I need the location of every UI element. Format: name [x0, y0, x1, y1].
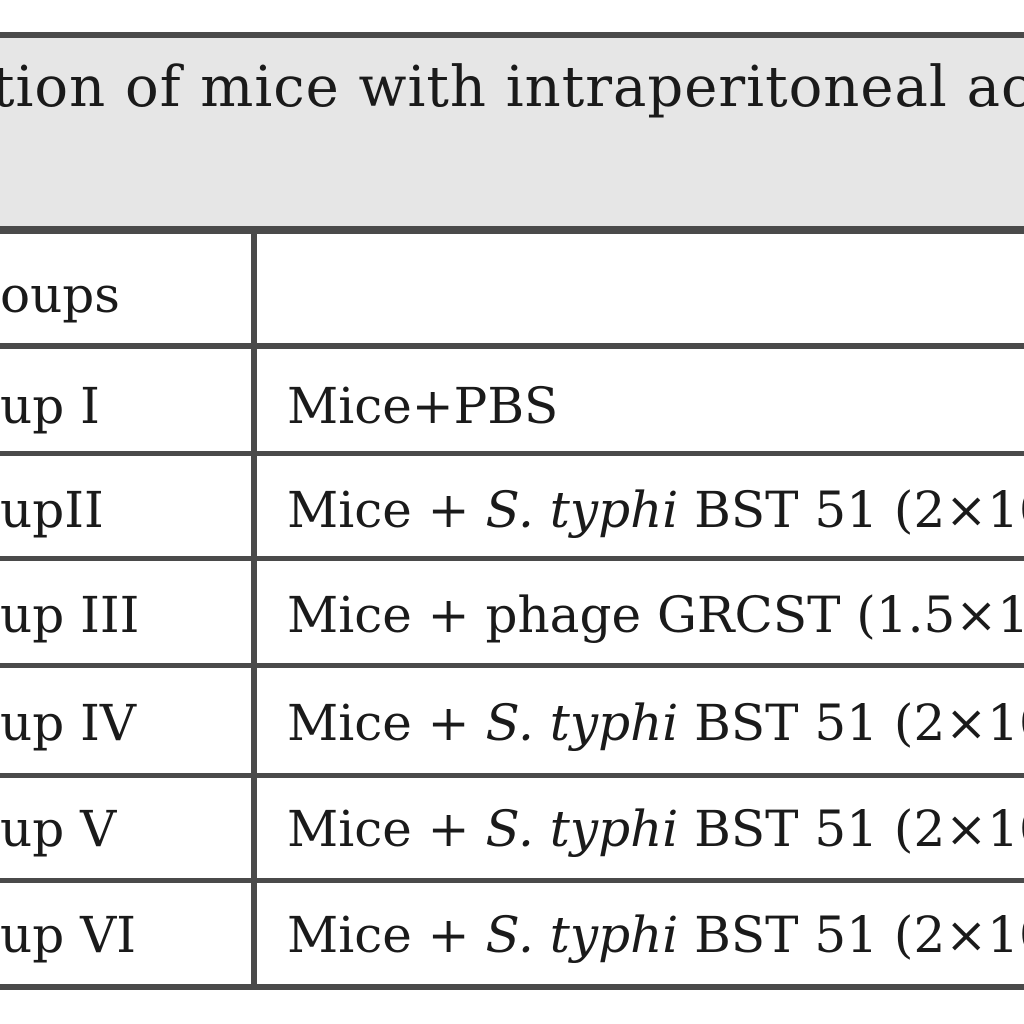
row-divider	[0, 773, 1024, 778]
group-cell: up III	[0, 586, 140, 644]
treatment-cell: Mice+PBS	[287, 377, 559, 435]
treatment-cell: Mice + phage GRCST (1.5×10	[287, 586, 1024, 644]
header-groups: oups	[0, 266, 120, 324]
row-divider	[0, 556, 1024, 561]
header-bottom-rule	[0, 343, 1024, 349]
table-caption-band	[0, 37, 1024, 227]
group-cell: up VI	[0, 906, 136, 964]
row-divider	[0, 878, 1024, 883]
caption-bottom-rule	[0, 226, 1024, 234]
treatment-cell: Mice + S. typhi BST 51 (2×10	[287, 694, 1024, 752]
bottom-rule	[0, 984, 1024, 990]
row-divider	[0, 451, 1024, 456]
treatment-cell: Mice + S. typhi BST 51 (2×10	[287, 906, 1024, 964]
top-rule	[0, 32, 1024, 38]
table-caption: tion of mice with intraperitoneal ac	[0, 55, 1024, 120]
treatment-cell: Mice + S. typhi BST 51 (2×10	[287, 800, 1024, 858]
group-cell: up V	[0, 800, 117, 858]
group-cell: up I	[0, 377, 100, 435]
group-cell: upII	[0, 481, 104, 539]
treatment-cell: Mice + S. typhi BST 51 (2×10	[287, 481, 1024, 539]
row-divider	[0, 663, 1024, 668]
column-divider	[251, 232, 257, 988]
group-cell: up IV	[0, 694, 136, 752]
